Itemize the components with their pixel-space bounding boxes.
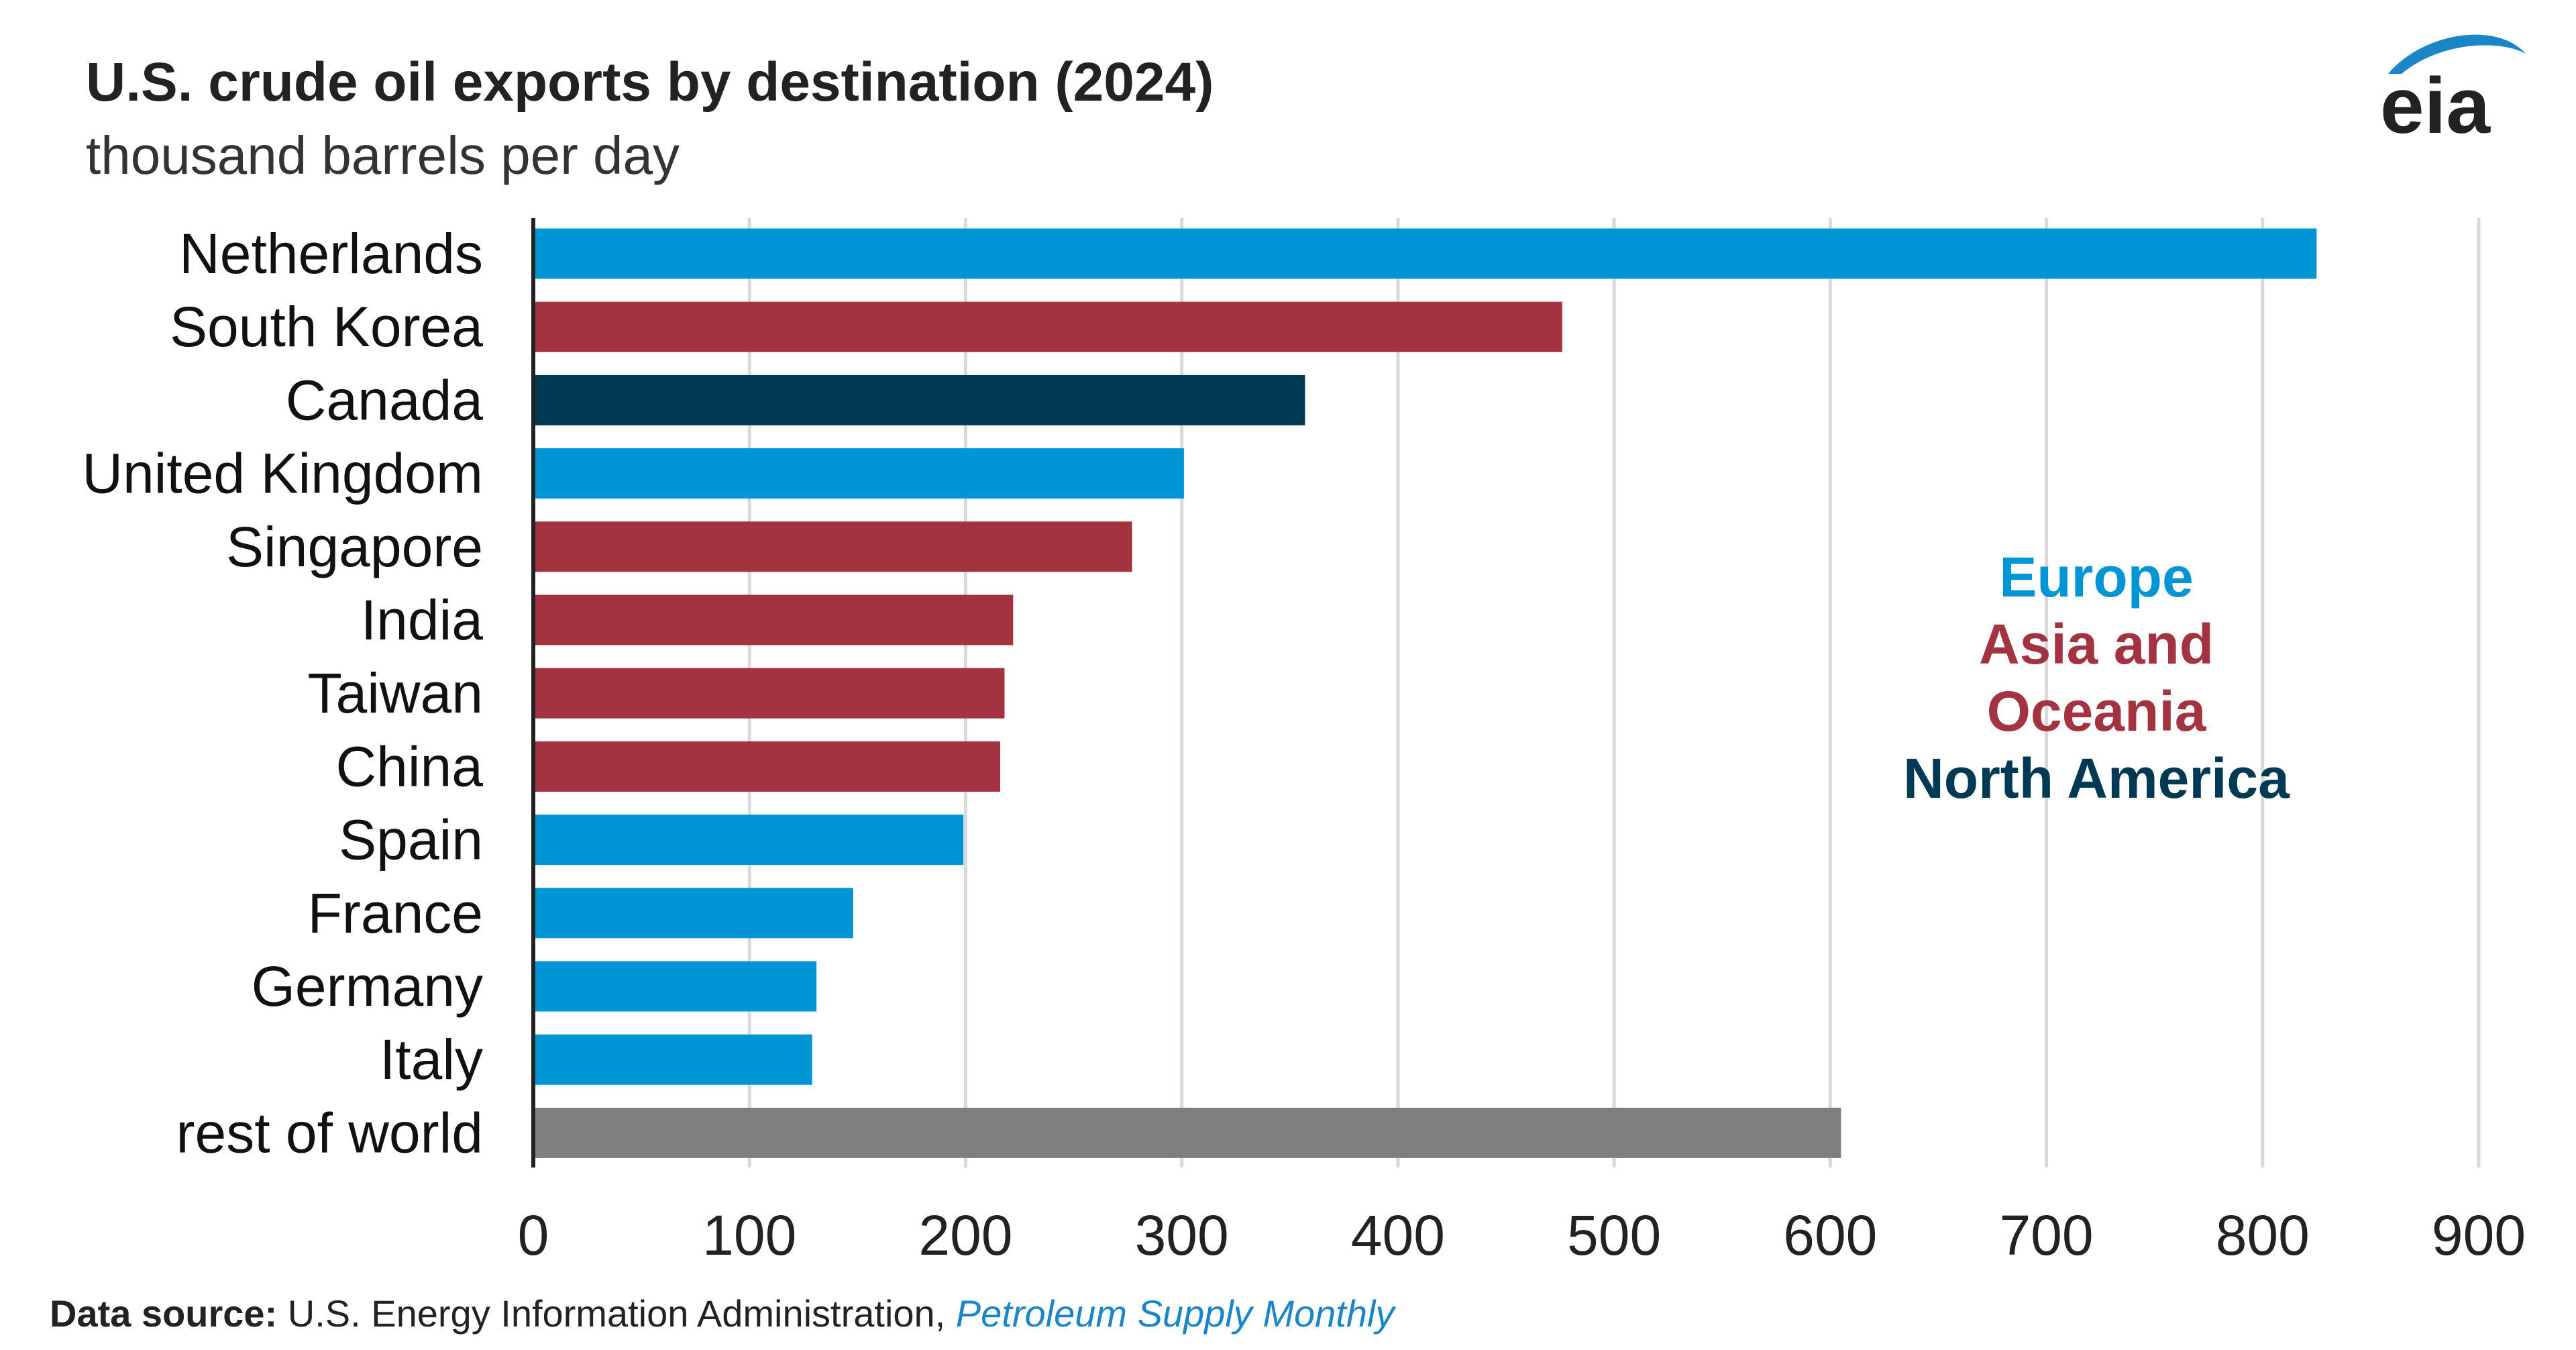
category-label: India <box>361 588 483 652</box>
bar <box>533 375 1305 425</box>
source-label: Data source: <box>50 1292 277 1335</box>
bar <box>533 741 1000 792</box>
x-tick-label: 800 <box>2216 1204 2310 1267</box>
category-label: rest of world <box>176 1101 484 1164</box>
category-label: Netherlands <box>179 222 483 285</box>
legend: Europe Asia and Oceania North America <box>1811 543 2381 812</box>
bar <box>533 302 1562 352</box>
x-tick-label: 700 <box>1999 1204 2093 1267</box>
legend-north-america: North America <box>1811 745 2381 812</box>
category-label: Spain <box>339 809 483 872</box>
bar <box>533 229 2316 279</box>
category-label: Canada <box>286 368 484 431</box>
legend-asia-and-oceania: Asia and Oceania <box>1955 611 2237 745</box>
category-labels: Netherlands South Korea Canada United Kingd… <box>82 222 483 1164</box>
data-source: Data source: U.S. Energy Information Adm… <box>50 1292 1394 1335</box>
bar <box>533 668 1004 719</box>
bar <box>533 1108 1841 1158</box>
x-tick-label: 600 <box>1783 1204 1877 1267</box>
x-tick-label: 100 <box>702 1204 796 1267</box>
category-label: France <box>308 882 483 945</box>
category-label: China <box>336 735 484 798</box>
bar <box>533 815 963 865</box>
bar <box>533 888 853 938</box>
bar <box>533 521 1132 572</box>
category-label: Taiwan <box>308 662 483 725</box>
x-tick-label: 300 <box>1135 1204 1229 1267</box>
bar <box>533 1035 812 1085</box>
x-tick-label: 500 <box>1567 1204 1661 1267</box>
x-tick-label: 400 <box>1351 1204 1445 1267</box>
x-tick-label: 200 <box>918 1204 1012 1267</box>
bar <box>533 595 1013 645</box>
bar <box>533 448 1184 499</box>
x-tick-label: 0 <box>518 1204 549 1267</box>
source-publication-link[interactable]: Petroleum Supply Monthly <box>956 1292 1395 1335</box>
legend-europe: Europe <box>1811 543 2381 611</box>
category-label: South Korea <box>170 295 483 358</box>
category-label: Italy <box>380 1028 483 1091</box>
x-tick-label: 900 <box>2432 1204 2526 1267</box>
category-label: United Kingdom <box>82 442 483 505</box>
source-text: U.S. Energy Information Administration, <box>277 1292 956 1335</box>
category-label: Germany <box>252 955 483 1018</box>
bar <box>533 962 816 1012</box>
x-tick-labels: 0 100 200 300 400 500 600 700 800 900 <box>518 1204 2526 1267</box>
category-label: Singapore <box>226 515 483 578</box>
